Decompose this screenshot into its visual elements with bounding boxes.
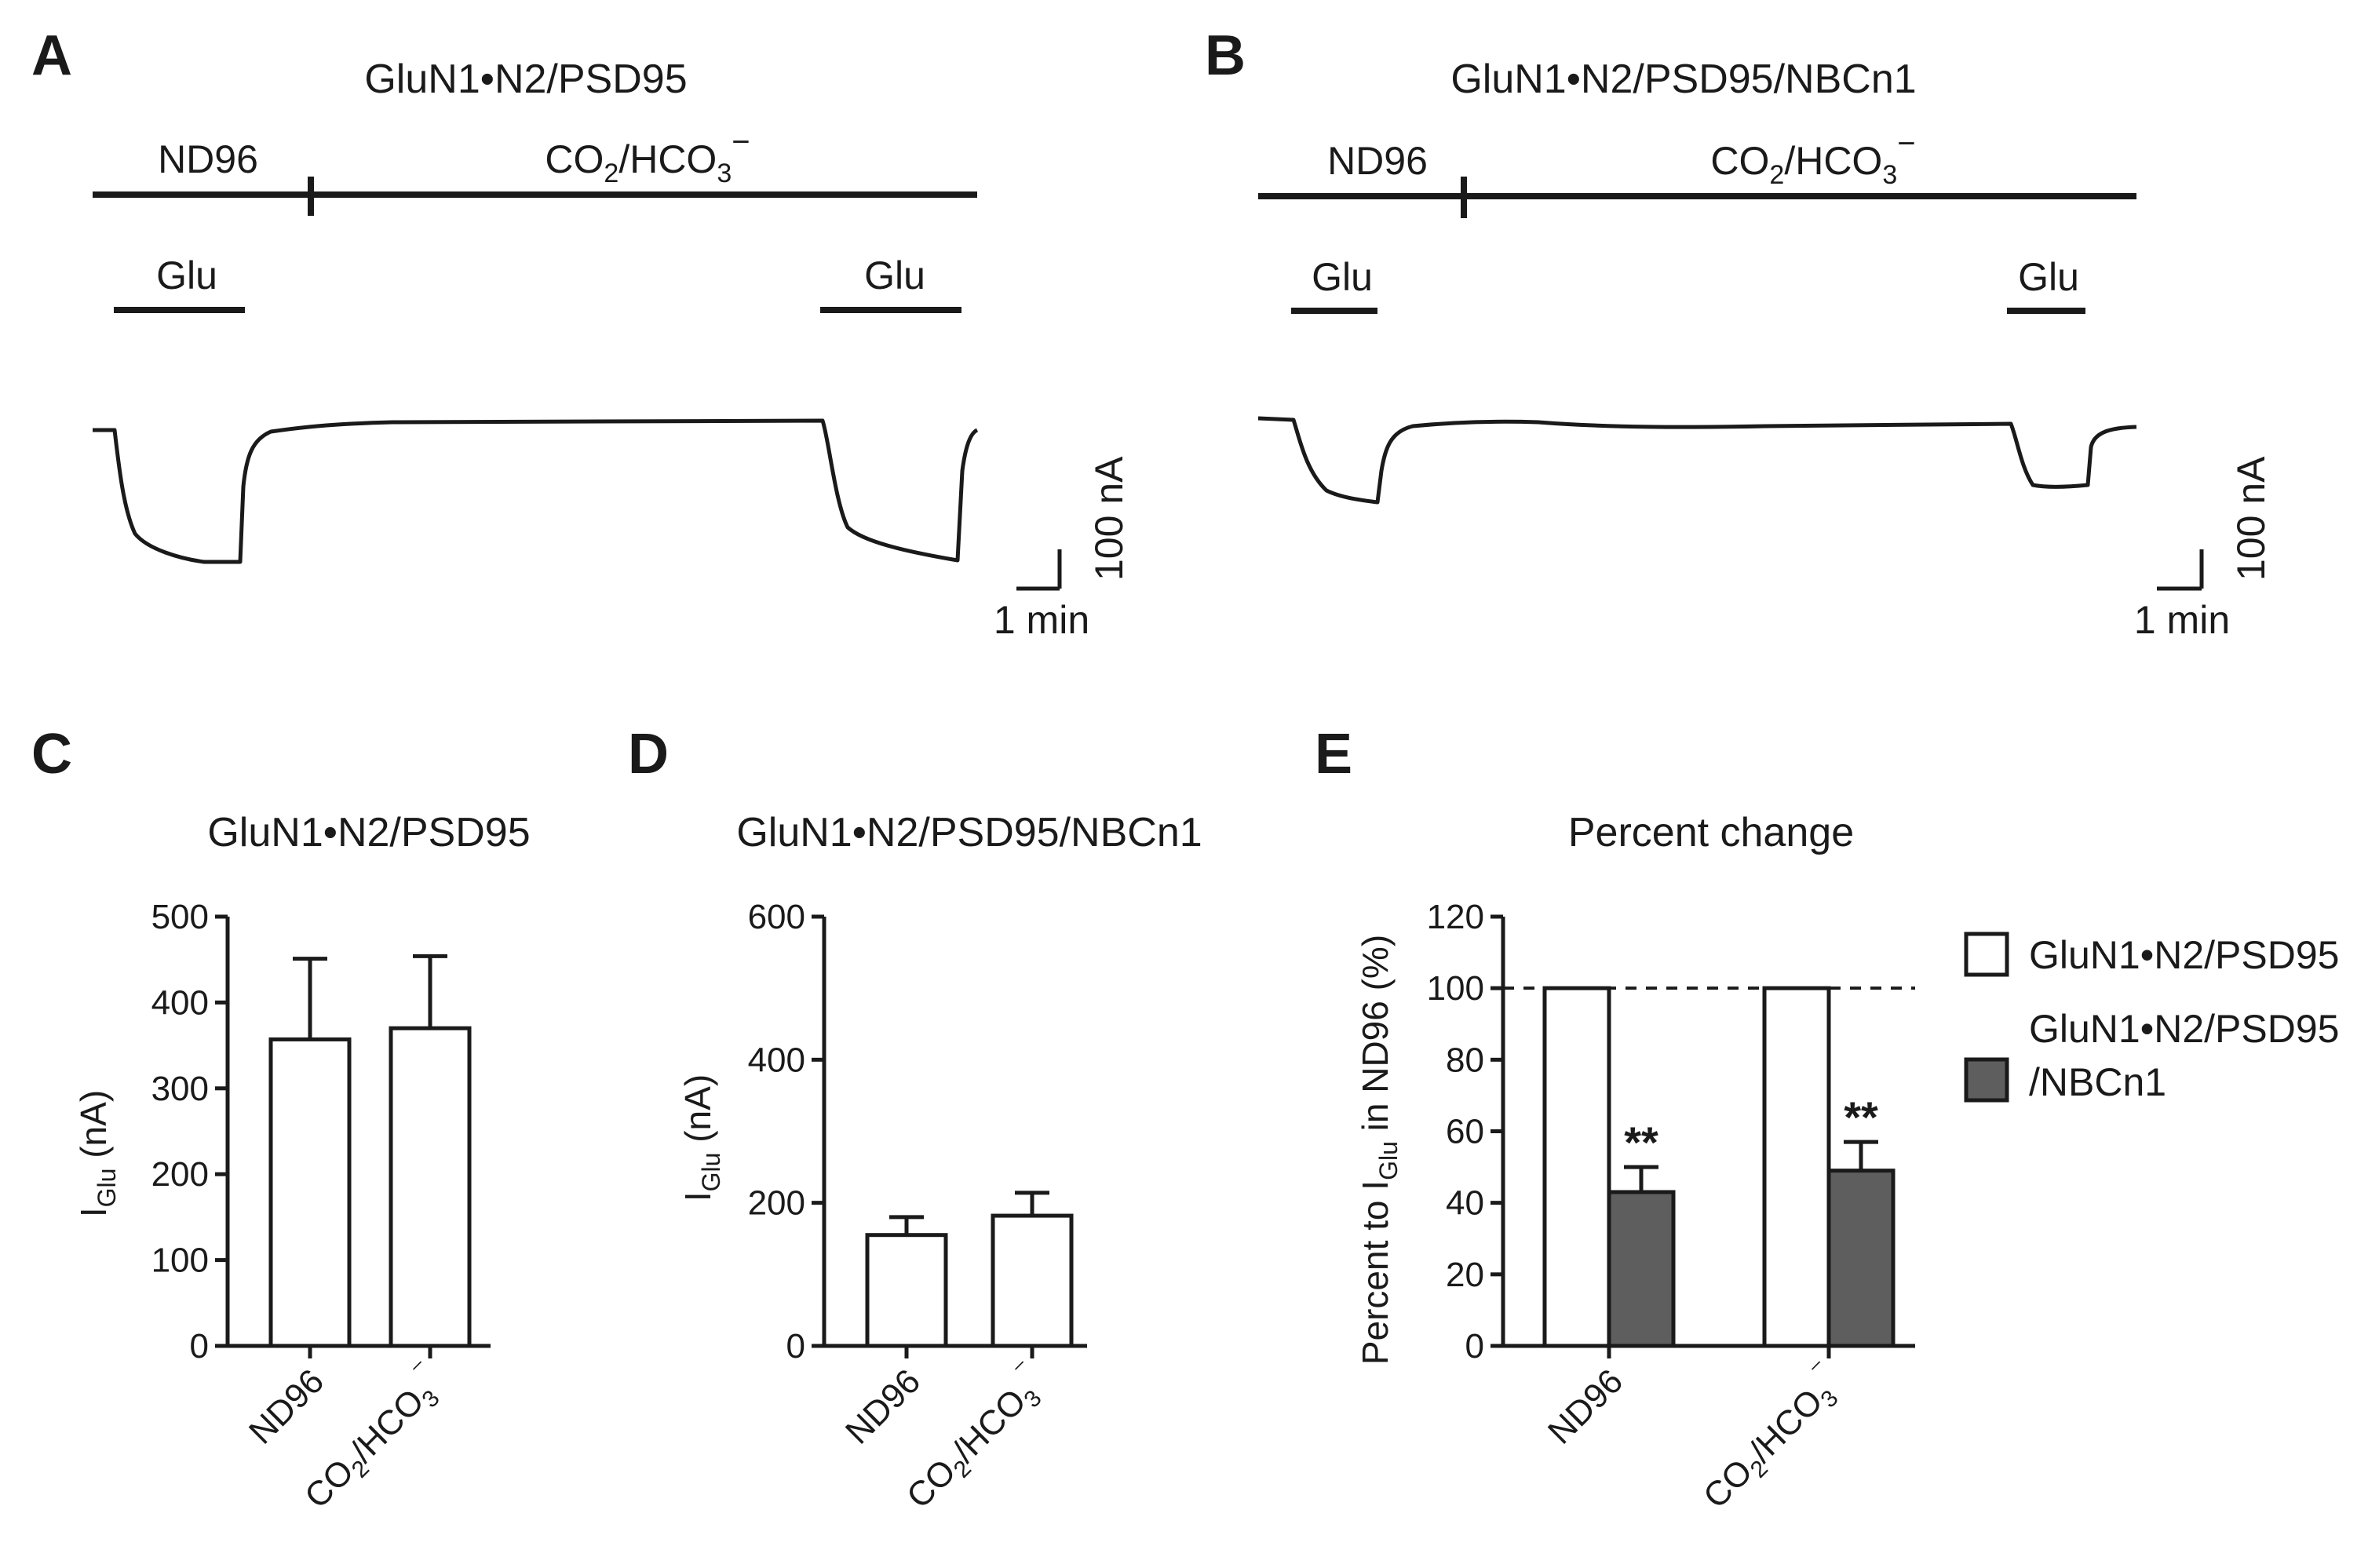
- legend-swatch-nbcn1: [1964, 1057, 2009, 1103]
- panel-d: D GluN1•N2/PSD95/NBCn1 IGlu (nA) 0 200 400…: [628, 723, 1202, 1520]
- chart-e-ytick-label-1: 20: [1446, 1256, 1484, 1294]
- chart-e-ytick-label-5: 100: [1427, 969, 1484, 1008]
- chart-e-ytick-label-6: 120: [1427, 898, 1484, 936]
- panel-a-glu-label-1: Glu: [156, 253, 217, 297]
- chart-e-significance-1: **: [1844, 1092, 1878, 1142]
- chart-c-title: GluN1•N2/PSD95: [207, 810, 530, 855]
- legend-label-psd95: GluN1•N2/PSD95: [2029, 933, 2339, 977]
- chart-c-xtick-label-0: ND96: [242, 1362, 331, 1451]
- panel-e: E Percent change Percent to IGlu in ND96…: [1315, 723, 1915, 1520]
- chart-e-bar-s0-0: [1542, 986, 1611, 1348]
- chart-e-title: Percent change: [1568, 810, 1854, 855]
- panel-a-glu-label-2: Glu: [864, 253, 925, 297]
- chart-e-xtick-label-1: CO2/HCO3⁻: [1686, 1352, 1854, 1520]
- panel-b-scale-x-label: 1 min: [2134, 598, 2230, 642]
- chart-e-xtick-label-0: ND96: [1541, 1362, 1630, 1451]
- panel-letter-d: D: [628, 723, 669, 786]
- legend-label-nbcn1-line2: /NBCn1: [2029, 1060, 2166, 1104]
- panel-b-title: GluN1•N2/PSD95/NBCn1: [1450, 57, 1916, 102]
- chart-d-ytick-label-1: 200: [748, 1184, 805, 1223]
- panel-letter-b: B: [1205, 24, 1246, 87]
- legend-label-nbcn1-line1: GluN1•N2/PSD95: [2029, 1007, 2339, 1051]
- chart-e-ylabel: Percent to IGlu in ND96 (%): [1355, 935, 1403, 1365]
- panel-a: A GluN1•N2/PSD95 ND96 CO2/HCO3− Glu Glu …: [31, 24, 1131, 642]
- panel-b-scale-y-label: 100 nA: [2229, 456, 2273, 581]
- chart-c-ytick-label-3: 300: [151, 1070, 209, 1108]
- chart-e-significance-0: **: [1624, 1118, 1658, 1167]
- chart-e-ytick-label-0: 0: [1465, 1327, 1484, 1366]
- chart-e-ytick-label-4: 80: [1446, 1041, 1484, 1079]
- panel-letter-a: A: [31, 24, 72, 87]
- chart-d-ytick-label-0: 0: [786, 1327, 805, 1366]
- chart-c-ytick-label-2: 200: [151, 1155, 209, 1194]
- chart-d-bar-1: [991, 1213, 1074, 1348]
- panel-c: C GluN1•N2/PSD95 IGlu (nA) 0 100 200 300 400…: [31, 723, 531, 1520]
- panel-a-nd96-label: ND96: [158, 137, 258, 181]
- chart-c-ytick-label-0: 0: [190, 1327, 209, 1366]
- chart-e-ytick-label-2: 40: [1446, 1184, 1484, 1223]
- chart-e-bar-s1-1: [1826, 1169, 1896, 1348]
- chart-d-xtick-label-0: ND96: [838, 1362, 928, 1451]
- chart-c-bar-1: [389, 1026, 472, 1348]
- chart-e-bar-s0-1: [1762, 986, 1831, 1348]
- panel-a-co2-label: CO2/HCO3−: [545, 125, 750, 188]
- chart-d-bar-0: [865, 1233, 948, 1348]
- panel-a-scale-y-label: 100 nA: [1087, 456, 1131, 581]
- chart-c-ytick-label-1: 100: [151, 1242, 209, 1280]
- panel-b: B GluN1•N2/PSD95/NBCn1 ND96 CO2/HCO3− Gl…: [1205, 24, 2273, 642]
- panel-b-current-trace: [1257, 416, 2137, 505]
- panel-b-nd96-label: ND96: [1327, 139, 1428, 183]
- chart-e-ytick-label-3: 60: [1446, 1113, 1484, 1151]
- panel-a-title: GluN1•N2/PSD95: [364, 57, 687, 102]
- panel-a-scale-x-label: 1 min: [994, 598, 1089, 642]
- panel-b-glu-label-2: Glu: [2018, 255, 2079, 299]
- legend-swatch-psd95: [1964, 932, 2009, 977]
- chart-e-legend: GluN1•N2/PSD95 GluN1•N2/PSD95 /NBCn1: [1964, 932, 2339, 1104]
- chart-c-ytick-label-5: 500: [151, 898, 209, 936]
- panel-b-glu-label-1: Glu: [1312, 255, 1373, 299]
- panel-a-current-trace: [93, 418, 979, 564]
- chart-d-ytick-label-2: 400: [748, 1041, 805, 1079]
- panel-letter-e: E: [1315, 723, 1352, 786]
- chart-d-ytick-label-3: 600: [748, 898, 805, 936]
- chart-d-ylabel: IGlu (nA): [677, 1074, 725, 1202]
- chart-e-bar-s1-0: [1607, 1190, 1676, 1348]
- chart-c-bar-0: [268, 1037, 352, 1348]
- panel-b-co2-label: CO2/HCO3−: [1710, 126, 1915, 190]
- chart-c-ylabel: IGlu (nA): [73, 1090, 121, 1217]
- panel-letter-c: C: [31, 723, 72, 786]
- chart-c-ytick-label-4: 400: [151, 983, 209, 1022]
- chart-d-title: GluN1•N2/PSD95/NBCn1: [736, 810, 1202, 855]
